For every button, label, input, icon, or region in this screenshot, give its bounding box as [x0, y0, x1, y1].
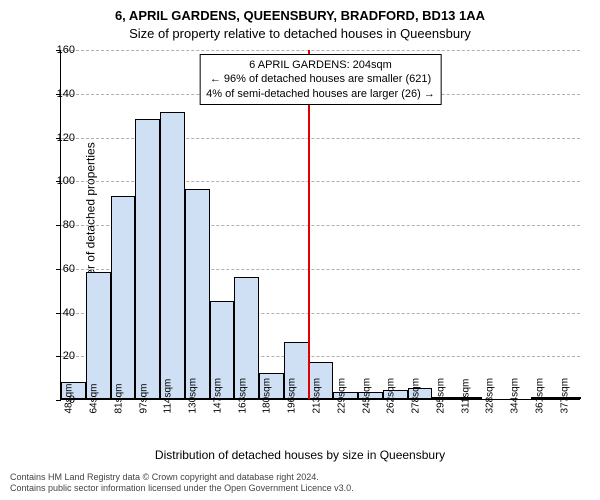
- annotation-line2: ← 96% of detached houses are smaller (62…: [206, 72, 435, 86]
- ytick-label: 160: [45, 44, 75, 56]
- gridline: [61, 50, 580, 51]
- chart-title-address: 6, APRIL GARDENS, QUEENSBURY, BRADFORD, …: [0, 8, 600, 23]
- annotation-line3: 4% of semi-detached houses are larger (2…: [206, 87, 435, 101]
- footer-attribution: Contains HM Land Registry data © Crown c…: [10, 472, 354, 495]
- histogram-bar: [185, 189, 210, 399]
- histogram-bar: [160, 112, 185, 399]
- footer-line2: Contains public sector information licen…: [10, 483, 354, 494]
- ytick-label: 60: [45, 263, 75, 275]
- x-axis-label: Distribution of detached houses by size …: [0, 448, 600, 462]
- plot-area: 6 APRIL GARDENS: 204sqm ← 96% of detache…: [60, 50, 580, 400]
- ytick-label: 20: [45, 350, 75, 362]
- ytick-label: 120: [45, 132, 75, 144]
- footer-line1: Contains HM Land Registry data © Crown c…: [10, 472, 354, 483]
- histogram-bar: [111, 196, 136, 399]
- ytick-label: 40: [45, 307, 75, 319]
- figure-root: 6, APRIL GARDENS, QUEENSBURY, BRADFORD, …: [0, 0, 600, 500]
- histogram-bar: [86, 272, 111, 399]
- annotation-box: 6 APRIL GARDENS: 204sqm ← 96% of detache…: [199, 54, 442, 105]
- annotation-line1: 6 APRIL GARDENS: 204sqm: [206, 58, 435, 72]
- chart-title-subtitle: Size of property relative to detached ho…: [0, 26, 600, 41]
- ytick-label: 100: [45, 175, 75, 187]
- ytick-label: 80: [45, 219, 75, 231]
- histogram-bar: [135, 119, 160, 399]
- ytick-label: 140: [45, 88, 75, 100]
